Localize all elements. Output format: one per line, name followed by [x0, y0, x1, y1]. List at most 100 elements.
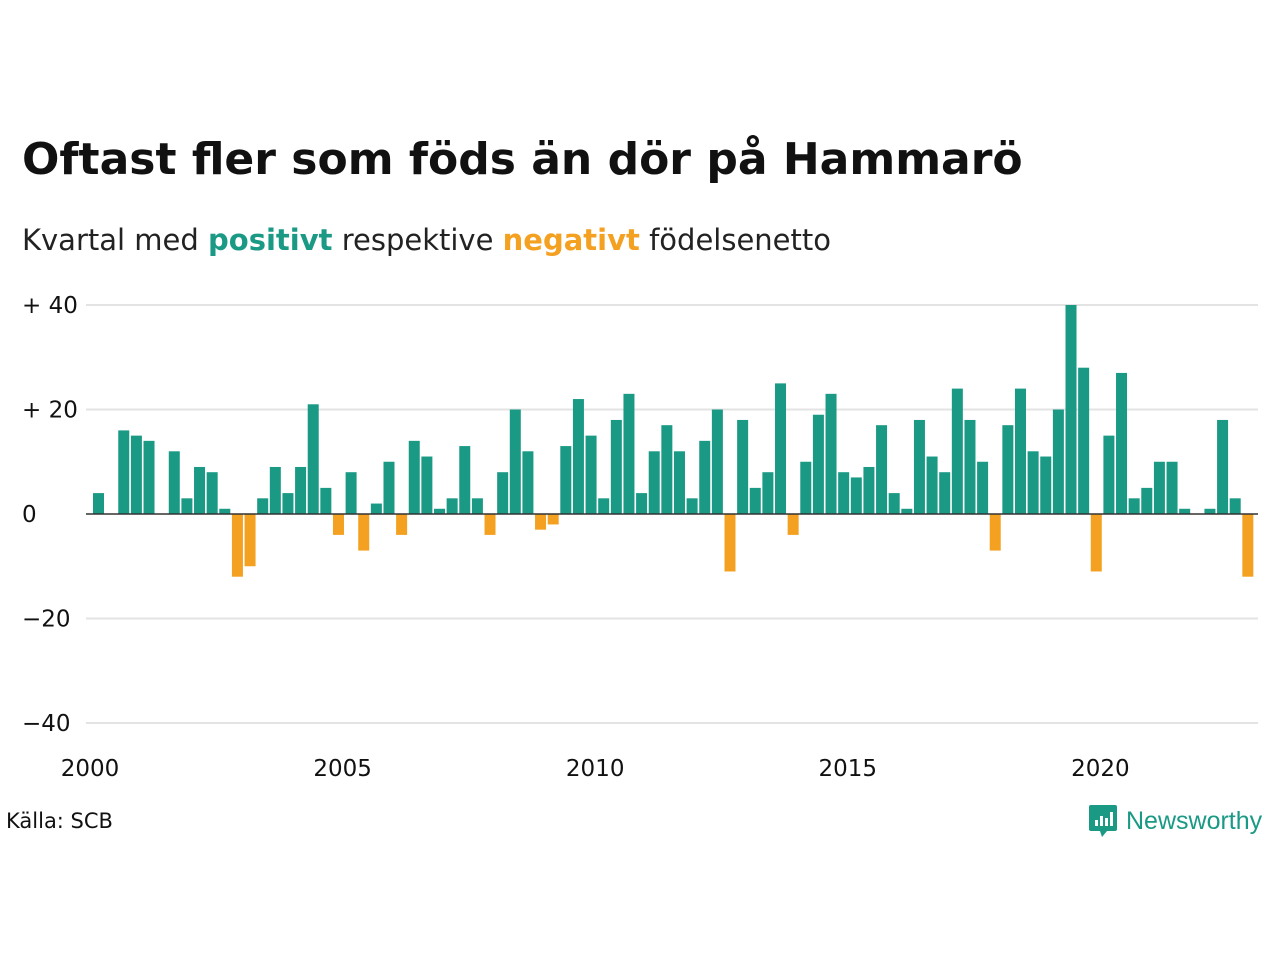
bar	[787, 514, 799, 535]
bar	[421, 456, 433, 514]
bar	[1078, 367, 1090, 514]
subtitle-middle: respektive	[332, 223, 503, 257]
y-tick-label: + 40	[22, 293, 78, 319]
bar	[661, 425, 673, 514]
chart-subtitle: Kvartal med positivt respektive negativt…	[22, 220, 831, 260]
bar	[812, 414, 824, 514]
bar-chart: + 40 + 20 0 −20 −40 2000 2005 2010 2015 2020	[22, 293, 1258, 782]
bar	[509, 409, 521, 514]
bar	[320, 487, 332, 515]
subtitle-negative-label: negativt	[502, 223, 640, 257]
bar	[370, 503, 382, 514]
bar	[130, 435, 142, 515]
bar	[194, 466, 206, 514]
bar	[1052, 409, 1064, 514]
bar	[1116, 372, 1128, 514]
bar	[585, 435, 597, 515]
newsworthy-logo-icon	[1089, 805, 1117, 837]
bar	[484, 514, 496, 535]
bar	[711, 409, 723, 514]
bar	[863, 466, 875, 514]
bar	[446, 498, 458, 514]
bar	[686, 498, 698, 514]
bar	[1040, 456, 1052, 514]
axis-labels: + 40 + 20 0 −20 −40 2000 2005 2010 2015 2020	[22, 293, 1258, 782]
bar	[913, 419, 925, 514]
bar	[332, 514, 344, 535]
bar	[471, 498, 483, 514]
bars	[93, 305, 1254, 577]
brand-logo: Newsworthy	[1088, 802, 1262, 840]
bar	[383, 461, 395, 514]
bar	[850, 477, 862, 514]
bar	[876, 425, 888, 514]
bar	[901, 508, 913, 514]
bar	[1014, 388, 1026, 514]
chart-title: Oftast fler som föds än dör på Hammarö	[22, 134, 1023, 185]
bar	[572, 399, 584, 514]
bar	[749, 487, 761, 515]
bar	[1090, 514, 1102, 572]
x-tick-label: 2020	[1071, 756, 1130, 782]
bar	[598, 498, 610, 514]
bar	[219, 508, 231, 514]
bar	[699, 440, 711, 514]
bar	[1242, 514, 1254, 577]
bar	[926, 456, 938, 514]
bar	[408, 440, 420, 514]
bar	[269, 466, 281, 514]
bar	[1204, 508, 1216, 514]
bar	[93, 493, 104, 514]
bar	[295, 466, 307, 514]
bar	[825, 393, 837, 514]
bar	[610, 419, 622, 514]
bar	[560, 446, 572, 514]
bar	[168, 451, 180, 514]
bar	[522, 451, 534, 514]
bar	[623, 393, 635, 514]
bar	[181, 498, 193, 514]
bar	[1141, 487, 1153, 515]
bar	[459, 446, 471, 514]
bar	[1217, 419, 1229, 514]
bar	[648, 451, 660, 514]
bar	[964, 419, 976, 514]
bar	[636, 493, 648, 514]
bar	[535, 514, 547, 530]
bar	[838, 472, 850, 514]
bar	[939, 472, 951, 514]
x-tick-label: 2000	[61, 756, 120, 782]
subtitle-positive-label: positivt	[208, 223, 333, 257]
subtitle-prefix: Kvartal med	[22, 223, 209, 257]
bar	[762, 472, 774, 514]
bar	[1179, 508, 1191, 514]
bar	[737, 419, 749, 514]
bar	[1065, 305, 1077, 514]
bar	[307, 404, 319, 514]
y-tick-label: −20	[22, 607, 71, 633]
bar	[800, 461, 812, 514]
bar	[1103, 435, 1115, 515]
bar	[775, 383, 787, 515]
x-tick-label: 2015	[819, 756, 878, 782]
bar	[1153, 461, 1165, 514]
bar	[244, 514, 256, 567]
bar	[888, 493, 900, 514]
bar	[434, 508, 446, 514]
y-tick-label: 0	[22, 502, 37, 528]
bar	[673, 451, 685, 514]
bar	[231, 514, 243, 577]
bar	[118, 430, 130, 514]
y-tick-label: −40	[22, 711, 71, 737]
bar	[358, 514, 370, 551]
bar	[282, 493, 294, 514]
bar	[257, 498, 269, 514]
bar	[143, 440, 155, 514]
x-tick-label: 2010	[566, 756, 625, 782]
bar	[1166, 461, 1178, 514]
source-note: Källa: SCB	[6, 809, 113, 833]
subtitle-suffix: födelsenetto	[639, 223, 831, 257]
bar	[396, 514, 408, 535]
bar	[1128, 498, 1140, 514]
bar	[989, 514, 1001, 551]
